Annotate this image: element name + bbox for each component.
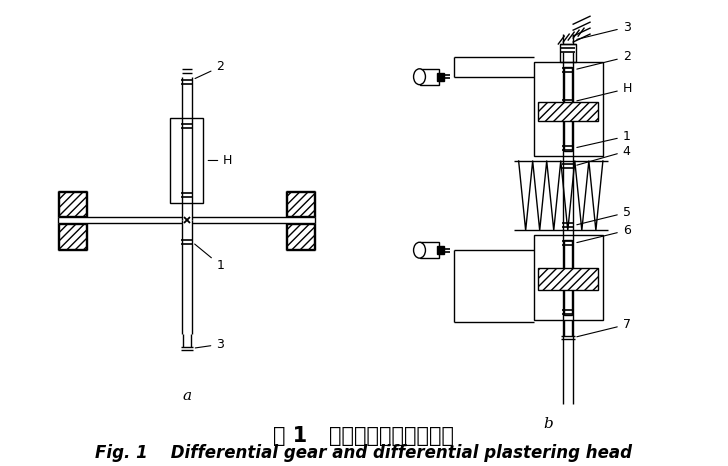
Bar <box>564 240 572 315</box>
Bar <box>419 242 439 258</box>
Text: 1: 1 <box>194 244 224 272</box>
Text: 3: 3 <box>577 21 630 40</box>
Ellipse shape <box>414 69 425 85</box>
Text: Fig. 1    Differential gear and differential plastering head: Fig. 1 Differential gear and differentia… <box>95 445 633 462</box>
Text: 6: 6 <box>577 224 630 243</box>
Text: 2: 2 <box>577 50 630 69</box>
Bar <box>287 225 314 249</box>
Bar <box>419 69 439 85</box>
Text: H: H <box>577 82 632 101</box>
Text: 图 1   差动轮系及差动抒灰头: 图 1 差动轮系及差动抒灰头 <box>274 425 454 445</box>
Ellipse shape <box>414 242 425 258</box>
Text: 3: 3 <box>195 338 224 351</box>
Text: 4: 4 <box>577 144 630 165</box>
Bar <box>564 67 572 151</box>
Bar <box>539 102 598 121</box>
Text: 7: 7 <box>577 318 630 337</box>
Bar <box>438 246 444 254</box>
Text: H: H <box>208 154 233 167</box>
Text: 1: 1 <box>577 130 630 147</box>
Bar <box>287 192 314 217</box>
Bar <box>438 73 444 81</box>
Bar <box>59 192 87 217</box>
Text: 5: 5 <box>577 206 630 225</box>
Bar <box>561 44 576 62</box>
Text: a: a <box>182 389 191 403</box>
Bar <box>170 118 203 203</box>
Text: b: b <box>544 417 553 431</box>
Text: 2: 2 <box>195 60 224 79</box>
Bar <box>539 268 598 290</box>
Bar <box>59 225 87 249</box>
Bar <box>534 235 603 320</box>
Bar <box>534 62 603 156</box>
